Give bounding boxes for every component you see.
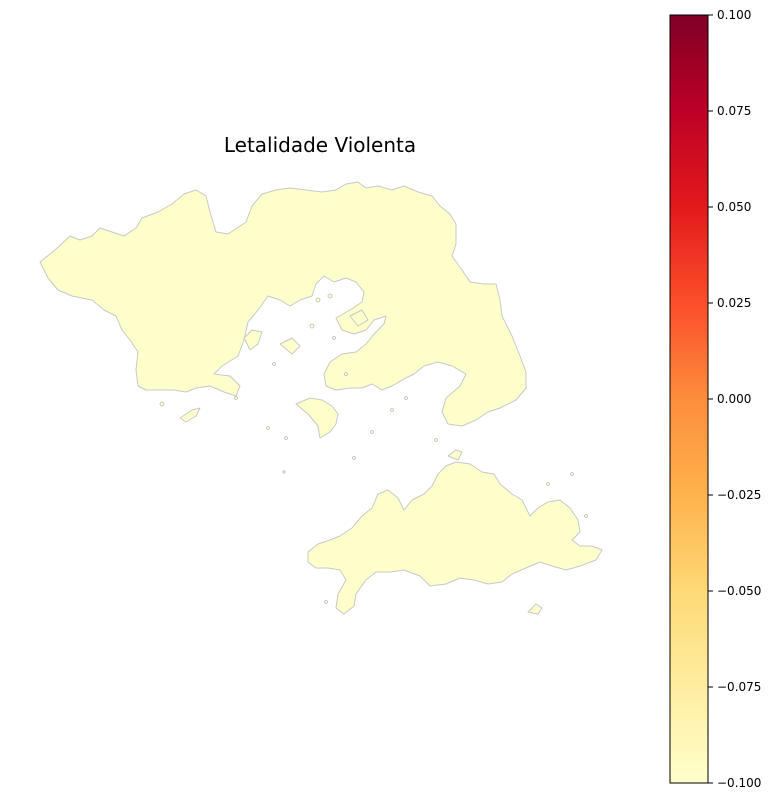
islet	[266, 426, 270, 430]
region-inner-island-c	[349, 309, 369, 327]
colorbar-gradient	[669, 14, 709, 784]
islet	[324, 600, 328, 604]
colorbar-tick-label: 0.050	[717, 200, 751, 214]
islet	[546, 482, 550, 486]
islet	[584, 514, 588, 518]
colorbar-tick-label: 0.075	[717, 104, 751, 118]
colorbar-tick-label: −0.075	[717, 680, 761, 694]
region-south-island	[307, 461, 603, 615]
map-title: Letalidade Violenta	[223, 133, 417, 157]
islet	[344, 372, 348, 376]
islet	[272, 362, 276, 366]
colorbar-tick-label: −0.050	[717, 584, 761, 598]
islet	[404, 396, 408, 400]
islet	[309, 323, 315, 329]
islet	[332, 336, 336, 340]
region-inner-island-a	[243, 329, 263, 351]
region-inner-island-b	[279, 337, 301, 355]
islet	[370, 430, 374, 434]
region-north-of-south-islet	[447, 449, 463, 461]
region-central-island	[295, 397, 339, 439]
islet	[159, 401, 165, 407]
islet	[282, 470, 286, 474]
islet	[434, 438, 438, 442]
islet	[315, 297, 321, 303]
islet	[570, 472, 574, 476]
region-west-islet	[179, 407, 201, 423]
islet	[327, 293, 333, 299]
islet	[352, 456, 356, 460]
colorbar-tick-label: −0.025	[717, 488, 761, 502]
colorbar-tick-label: 0.000	[717, 392, 751, 406]
colorbar-tick-label: −0.100	[717, 776, 761, 790]
colorbar-tick-label: 0.100	[717, 8, 751, 22]
islet	[284, 436, 288, 440]
islet	[390, 408, 394, 412]
region-north-mainland	[39, 181, 527, 427]
region-southeast-islet	[527, 603, 543, 615]
islet	[234, 396, 238, 400]
colorbar-tick-label: 0.025	[717, 296, 751, 310]
